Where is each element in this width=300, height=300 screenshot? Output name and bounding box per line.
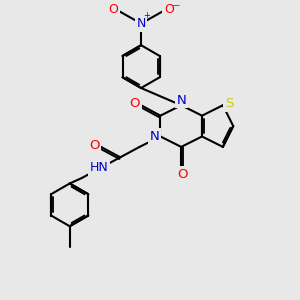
Text: O: O [178,168,188,181]
Text: −: − [172,1,180,11]
Text: O: O [164,3,174,16]
Text: S: S [225,97,234,110]
Text: N: N [136,17,146,30]
Text: HN: HN [90,161,109,174]
Text: O: O [89,139,99,152]
Text: N: N [150,130,159,143]
Text: O: O [109,3,118,16]
Text: +: + [144,11,151,20]
Text: N: N [176,94,186,107]
Text: O: O [129,97,140,110]
